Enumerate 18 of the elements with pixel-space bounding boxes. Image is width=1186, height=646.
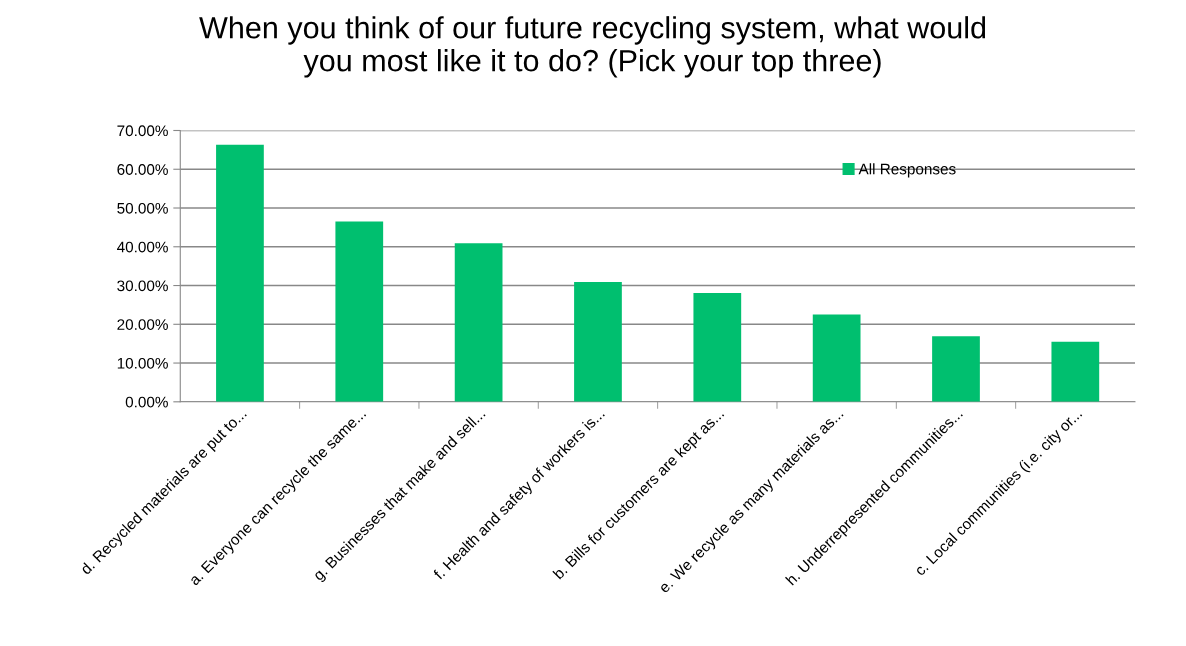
- y-tick-label: 20.00%: [117, 319, 168, 330]
- y-tick-label: 10.00%: [117, 357, 168, 369]
- bar: [216, 144, 264, 402]
- y-tick-label: 70.00%: [117, 125, 168, 137]
- legend-label: All Responses: [858, 163, 956, 178]
- chart-title: When you think of our future recycling system, what would you most like it to do? (Pick your top three): [199, 16, 986, 78]
- y-tick-label: 50.00%: [117, 202, 168, 214]
- bar: [574, 282, 622, 402]
- y-tick-label: 60.00%: [117, 164, 168, 175]
- y-tick-label: 30.00%: [117, 280, 168, 292]
- bar: [454, 243, 503, 402]
- y-tick-label: 0.00%: [125, 396, 168, 408]
- bar: [1051, 341, 1100, 402]
- bar: [932, 336, 980, 402]
- bar: [812, 314, 861, 402]
- bar: [335, 221, 384, 402]
- bar: [693, 292, 742, 402]
- y-tick-label: 40.00%: [117, 241, 168, 253]
